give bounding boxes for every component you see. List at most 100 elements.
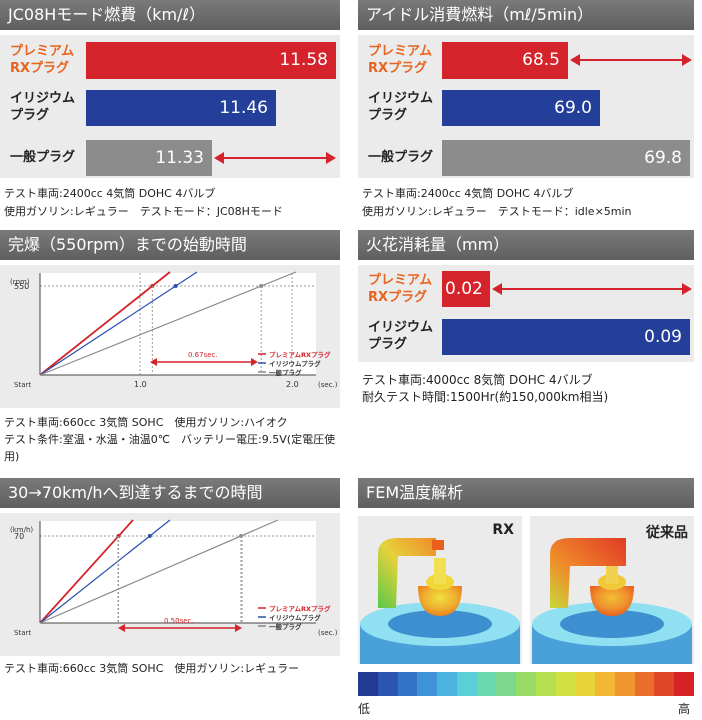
color-scale-step — [674, 672, 695, 696]
fuel-label-rx: プレミアム RXプラグ — [10, 44, 75, 76]
fuel-label-iridium: イリジウム プラグ — [10, 91, 76, 123]
color-scale-step — [614, 672, 636, 696]
idle-fuel-panel: アイドル消費燃料（mℓ/5min） プレミアム RXプラグ 68.5 イリジウム… — [358, 0, 694, 225]
color-scale-step — [654, 672, 675, 696]
acceleration-chart: (km/h)70 Start (sec.) 0.50sec. プレミアムRXプラグイリジ… — [10, 519, 338, 637]
legend-entry: プレミアムRXプラグ — [269, 350, 331, 359]
color-scale-step — [437, 672, 458, 696]
spark-wear-title: 火花消耗量（mm） — [358, 230, 694, 260]
series-marker — [173, 284, 178, 288]
spark-diff-arrow — [492, 283, 692, 295]
arrow-head-right — [251, 358, 258, 366]
arrow-head-left — [150, 358, 157, 366]
color-scale-step — [476, 672, 497, 696]
spark-wear-panel: 火花消耗量（mm） プレミアム RXプラグ 0.02 イリジウム プラグ 0.0… — [358, 230, 694, 410]
fuel-diff-arrow — [214, 152, 336, 164]
start-note-1: テスト車両:660cc 3気筒 SOHC 使用ガソリン:ハイオク — [4, 416, 288, 429]
start-note-2: テスト条件:室温・水温・油温0℃ バッテリー電圧:9.5V(定電圧使 — [4, 433, 336, 446]
acceleration-panel: 30→70km/hへ到達するまでの時間 (km/h) 70 Start (sec.) 0… — [0, 478, 340, 688]
color-scale-step — [358, 672, 379, 696]
legend-entry: プレミアムRXプラグ — [269, 604, 331, 613]
color-scale-step — [496, 672, 517, 696]
color-scale-step — [575, 672, 596, 696]
color-scale-step — [634, 672, 655, 696]
idle-note-1: テスト車両:2400cc 4気筒 DOHC 4バルブ — [362, 187, 574, 200]
fuel-value-iridium: 11.46 — [219, 98, 268, 118]
color-scale-step — [595, 672, 616, 696]
legend-entry: イリジウムプラグ — [269, 359, 321, 368]
plot-area — [40, 273, 316, 375]
fem-color-scale — [358, 672, 695, 696]
series-line — [39, 271, 297, 376]
color-scale-step — [377, 672, 398, 696]
idle-label-iridium: イリジウム プラグ — [368, 91, 434, 123]
idle-value-normal: 69.8 — [644, 148, 682, 168]
x-axis-unit: (sec.) — [318, 381, 338, 389]
legend-entry: 一般プラグ — [269, 368, 302, 377]
idle-fuel-title: アイドル消費燃料（mℓ/5min） — [358, 0, 694, 30]
color-scale-step — [397, 672, 418, 696]
fuel-economy-panel: JC08Hモード燃費（km/ℓ） プレミアム RXプラグ 11.58 イリジウム… — [0, 0, 340, 225]
spark-bar-rx: 0.02 — [442, 271, 490, 307]
legend-entry: イリジウムプラグ — [269, 613, 321, 622]
fuel-bar-normal: 11.33 — [86, 140, 212, 176]
fem-rx-label: RX — [492, 522, 514, 538]
arrow-head-left — [118, 624, 125, 632]
fuel-economy-title: JC08Hモード燃費（km/ℓ） — [0, 0, 340, 30]
spark-value-rx: 0.02 — [445, 279, 483, 299]
fem-image-conventional: 従来品 — [530, 516, 694, 664]
series-marker — [147, 534, 152, 538]
fuel-note-1: テスト車両:2400cc 4気筒 DOHC 4バルブ — [4, 187, 216, 200]
idle-label-rx: プレミアム RXプラグ — [368, 44, 433, 76]
idle-value-rx: 68.5 — [522, 50, 560, 70]
y-tick-label: 70 — [14, 532, 24, 541]
spark-note-2: 耐久テスト時間:1500Hr(約150,000km相当) — [362, 390, 609, 404]
fuel-value-rx: 11.58 — [279, 50, 328, 70]
spark-value-iridium: 0.09 — [644, 327, 682, 347]
accel-note-1: テスト車両:660cc 3気筒 SOHC 使用ガソリン:レギュラー — [4, 662, 300, 675]
color-scale-step — [417, 672, 438, 696]
legend-entry: 一般プラグ — [269, 622, 302, 631]
spark-bar-iridium: 0.09 — [442, 319, 690, 355]
idle-label-normal: 一般プラグ — [368, 150, 434, 165]
idle-diff-arrow — [570, 54, 692, 66]
idle-bar-iridium: 69.0 — [442, 90, 600, 126]
start-note-3: 用) — [4, 450, 20, 463]
fuel-bar-iridium: 11.46 — [86, 90, 276, 126]
fuel-economy-chart: プレミアム RXプラグ 11.58 イリジウム プラグ 11.46 一般プラグ … — [0, 35, 340, 178]
color-scale-step — [516, 672, 537, 696]
series-line — [39, 519, 279, 624]
start-time-title: 完爆（550rpm）までの始動時間 — [0, 230, 340, 260]
fuel-value-normal: 11.33 — [155, 148, 204, 168]
x-tick-label: 2.0 — [286, 380, 299, 389]
start-time-panel: 完爆（550rpm）までの始動時間 (rpm) 550 Start (sec.) 1.0… — [0, 230, 340, 470]
difference-label: 0.67sec. — [188, 351, 218, 359]
x-tick-start: Start — [14, 381, 31, 389]
fem-title: FEM温度解析 — [358, 478, 694, 508]
fem-panel: FEM温度解析 — [358, 478, 695, 718]
acceleration-title: 30→70km/hへ到達するまでの時間 — [0, 478, 340, 508]
y-tick-label: 550 — [14, 282, 29, 291]
fem-scale-low-label: 低 — [358, 702, 371, 716]
series-line — [39, 271, 198, 376]
idle-bar-normal: 69.8 — [442, 140, 690, 176]
x-tick-label: 1.0 — [134, 380, 147, 389]
spark-label-iridium: イリジウム プラグ — [368, 320, 434, 352]
fuel-note-2: 使用ガソリン:レギュラー テストモード：JC08Hモード — [4, 205, 283, 218]
fem-scale-high-label: 高 — [677, 702, 690, 716]
series-line — [39, 271, 171, 376]
fem-image-rx: RX — [358, 516, 522, 664]
fem-plug-rx-graphic — [360, 538, 520, 664]
idle-value-iridium: 69.0 — [554, 98, 592, 118]
start-time-chart: (rpm)550 Start (sec.) 1.0 2.0 0.67sec. プレミアムRX… — [10, 271, 338, 389]
idle-fuel-chart: プレミアム RXプラグ 68.5 イリジウム プラグ 69.0 一般プラグ 69… — [358, 35, 694, 178]
spark-label-rx: プレミアム RXプラグ — [368, 273, 433, 305]
fem-plug-conventional-graphic — [532, 538, 692, 664]
y-axis-label: (rpm) — [10, 278, 30, 286]
color-scale-step — [535, 672, 557, 696]
spark-note-1: テスト車両:4000cc 8気筒 DOHC 4バルブ — [362, 373, 593, 387]
fuel-label-normal: 一般プラグ — [10, 150, 76, 165]
fuel-bar-rx: 11.58 — [86, 42, 336, 79]
color-scale-step — [555, 672, 576, 696]
color-scale-step — [456, 672, 478, 696]
